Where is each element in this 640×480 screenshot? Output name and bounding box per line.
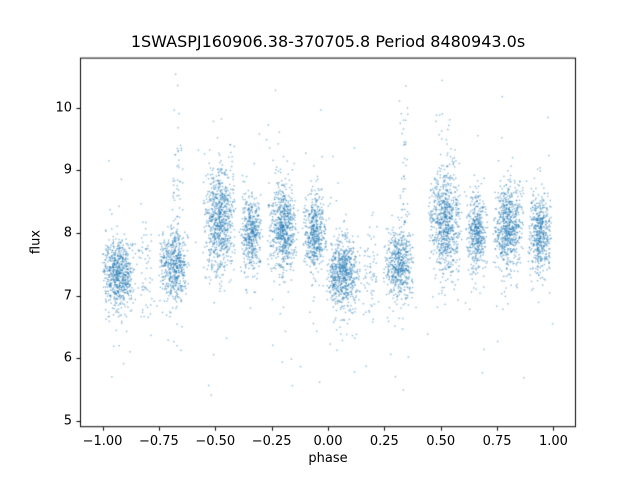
y-tick-label: 6 <box>63 350 72 366</box>
x-tick-labels: −1.00 −0.75 −0.50 −0.25 0.00 0.25 0.50 0.75 1.00 <box>0 434 640 454</box>
chart-title: 1SWASPJ160906.38-370705.8 Period 8480943… <box>130 32 526 51</box>
x-axis-label: phase <box>308 451 348 466</box>
x-tick-label: −0.50 <box>195 434 236 449</box>
x-tick-label: −0.75 <box>138 434 179 449</box>
x-tick-label: −1.00 <box>82 434 123 449</box>
x-tick-label: −0.25 <box>251 434 292 449</box>
y-tick-label: 10 <box>55 100 72 116</box>
y-tick-labels: 5 6 7 8 9 10 <box>0 0 72 480</box>
x-tick-label: 0.75 <box>482 434 512 449</box>
y-tick-label: 5 <box>63 413 72 429</box>
x-tick-label: 0.50 <box>426 434 456 449</box>
y-tick-label: 7 <box>63 288 72 304</box>
y-tick-label: 9 <box>63 162 72 178</box>
y-tick-label: 8 <box>63 225 72 241</box>
x-tick-label: 0.00 <box>313 434 343 449</box>
x-tick-label: 0.25 <box>369 434 399 449</box>
x-tick-label: 1.00 <box>538 434 568 449</box>
